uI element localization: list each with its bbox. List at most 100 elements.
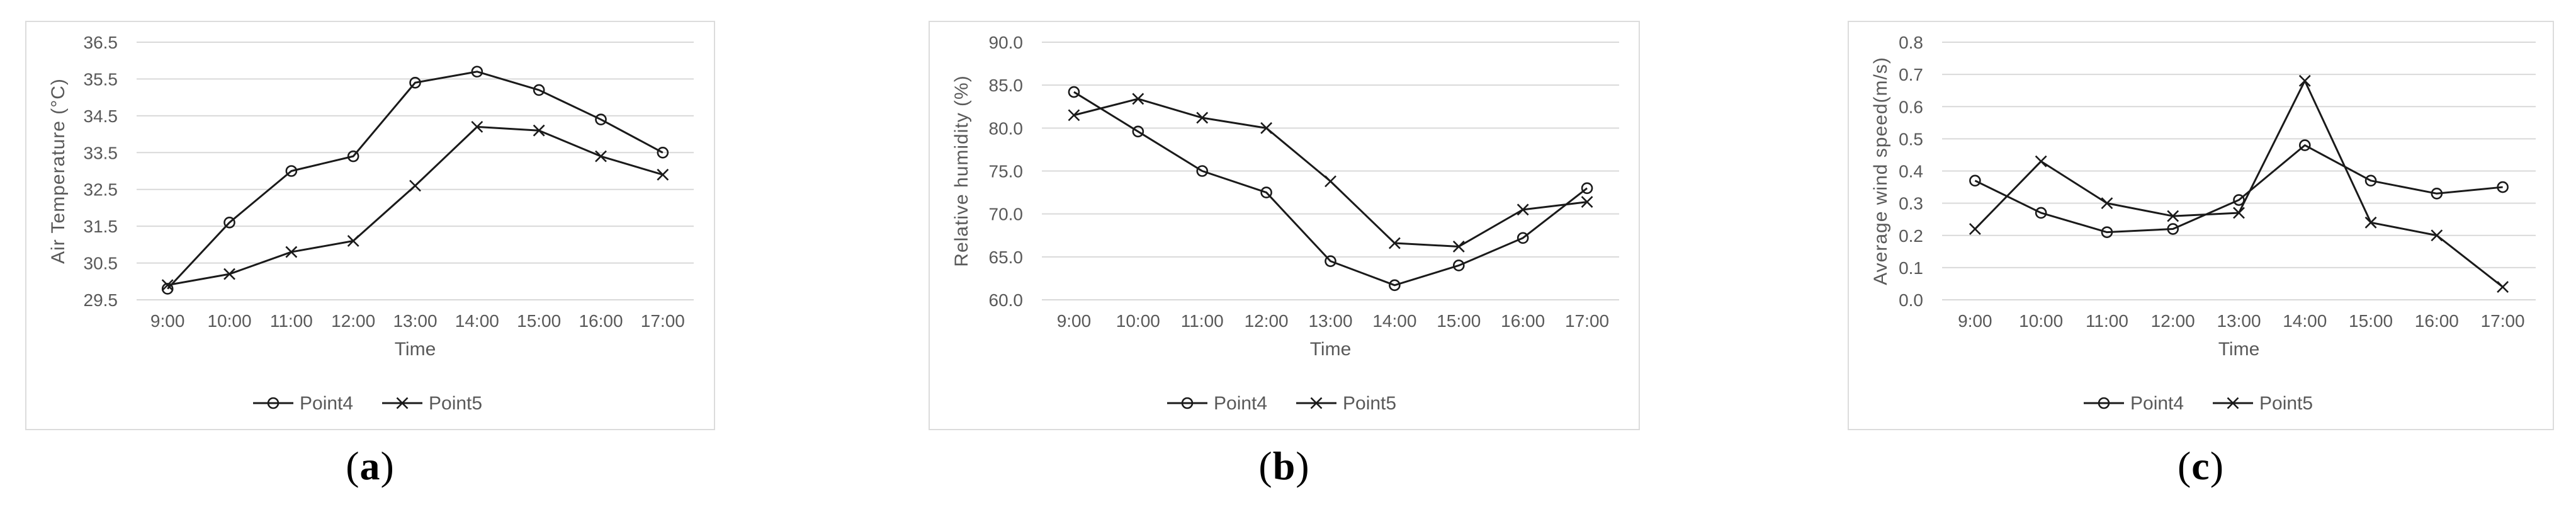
x-tick-label: 10:00 [2019,311,2063,331]
caption-b: (b) [929,446,1640,486]
x-tick-label: 10:00 [207,311,251,331]
series-line [1073,91,1588,287]
circle-marker [409,76,421,89]
legend-item-point4: Point4 [2084,393,2184,414]
chart-panel-wind-speed: 0.0 0.1 0.2 0.3 0.4 0.5 0.6 0.7 0.8 9:00 10:00 11:0… [1848,21,2554,430]
series-point5 [161,120,669,292]
circle-marker [657,146,669,159]
y-tick-label: 0.8 [1899,33,1923,52]
x-marker [409,180,421,192]
x-axis-title: Time [395,339,436,360]
circle-marker [1969,174,1981,187]
circle-marker [595,113,607,125]
circle-marker [1452,260,1465,271]
x-marker [347,235,359,247]
x-axis-tick-labels: 9:00 10:00 11:00 12:00 13:00 14:00 15:00 16:00 1… [1057,311,1609,331]
circle-marker [2233,194,2245,206]
x-tick-label: 14:00 [455,311,499,331]
y-tick-label: 31.5 [84,217,118,236]
legend: Point4 Point5 [2084,393,2313,414]
legend: Point4 Point5 [1167,393,1396,414]
y-tick-label: 0.0 [1899,290,1923,310]
caption-a: (a) [25,446,715,486]
legend-label: Point4 [2130,393,2184,414]
legend-item-point5: Point5 [1296,393,1396,414]
series-point5 [1068,93,1593,253]
y-tick-label: 65.0 [989,248,1024,267]
x-marker [1325,175,1336,188]
x-tick-label: 15:00 [1437,311,1481,331]
caption-c: (c) [1848,446,2554,486]
circle-marker [161,283,174,295]
x-tick-label: 17:00 [641,311,685,331]
circle-marker [1260,186,1272,198]
circle-marker [1517,232,1529,244]
legend-label: Point5 [2259,393,2313,414]
x-marker [2101,197,2113,210]
x-tick-label: 10:00 [1116,311,1160,331]
circle-marker [2101,226,2113,238]
x-marker [1581,196,1593,208]
circle-marker [471,66,483,78]
x-tick-label: 15:00 [2349,311,2393,331]
x-marker [1517,203,1529,216]
wind-speed-chart: 0.0 0.1 0.2 0.3 0.4 0.5 0.6 0.7 0.8 9:00 10:00 11:0… [1848,21,2554,430]
x-tick-label: 11:00 [1181,311,1224,331]
y-tick-label: 80.0 [989,118,1024,138]
y-tick-label: 34.5 [84,106,118,126]
circle-marker [2431,187,2443,200]
series-point5 [1969,74,2509,293]
circle-marker [1581,182,1593,195]
legend-item-point4: Point4 [1167,393,1267,414]
y-tick-label: 35.5 [84,69,118,89]
caption-b-letter: b [1272,443,1296,488]
x-marker [1132,93,1144,105]
circle-marker [2035,207,2047,219]
y-tick-label: 0.5 [1899,129,1923,149]
relative-humidity-chart: 60.0 65.0 70.0 75.0 80.0 85.0 90.0 9:00 10:00 11:… [929,21,1640,430]
circle-marker [223,216,235,229]
y-axis-title: Relative humidity (%) [951,75,972,266]
y-tick-label: 75.0 [989,162,1024,181]
chart-panel-relative-humidity: 60.0 65.0 70.0 75.0 80.0 85.0 90.0 9:00 10:00 11:… [929,21,1640,430]
legend-item-point5: Point5 [2213,393,2313,414]
y-axis-tick-labels: 60.0 65.0 70.0 75.0 80.0 85.0 90.0 [989,33,1024,310]
y-axis-title: Average wind speed(m/s) [1870,57,1891,285]
x-marker [1388,237,1401,249]
x-marker [533,124,545,137]
caption-a-open: ( [346,443,360,488]
legend-item-point5: Point5 [382,393,482,414]
x-tick-label: 9:00 [1057,311,1092,331]
y-tick-label: 32.5 [84,180,118,200]
circle-marker [2364,174,2377,187]
caption-b-open: ( [1258,443,1273,488]
panel-border [1848,21,2554,430]
caption-a-close: ) [380,443,395,488]
y-tick-label: 30.5 [84,254,118,273]
x-tick-label: 12:00 [331,311,375,331]
x-tick-label: 17:00 [2481,311,2525,331]
gridlines [137,42,694,300]
x-tick-label: 14:00 [1372,311,1416,331]
circle-marker [1181,397,1194,409]
circle-marker [2298,139,2311,151]
series-line [1974,144,2503,234]
x-tick-label: 12:00 [2151,311,2195,331]
y-tick-label: 33.5 [84,143,118,163]
x-tick-label: 12:00 [1245,311,1289,331]
circle-marker [533,84,545,96]
y-tick-label: 90.0 [989,33,1024,52]
x-marker [1452,241,1465,253]
series-point4 [161,66,669,295]
y-tick-label: 0.4 [1899,162,1923,181]
circle-marker [1325,255,1336,267]
chart-panel-air-temperature: 29.5 30.5 31.5 32.5 33.5 34.5 35.5 36.5 9:00 10:0… [25,21,715,430]
x-marker [1196,111,1209,124]
circle-marker [285,165,298,177]
x-marker [2167,210,2179,222]
circle-marker [1389,279,1401,292]
legend-label: Point5 [429,393,482,414]
x-tick-label: 16:00 [579,311,623,331]
x-axis-tick-labels: 9:00 10:00 11:00 12:00 13:00 14:00 15:00 16:00 1… [1958,311,2525,331]
y-tick-label: 29.5 [84,290,118,310]
